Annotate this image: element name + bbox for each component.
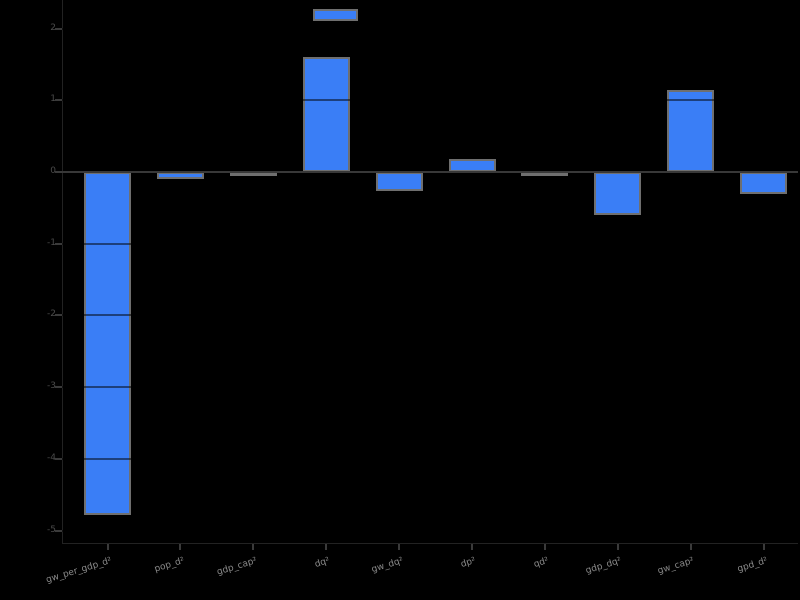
gridline [62, 529, 798, 532]
x-tick-label-anchor: dp² [459, 548, 477, 570]
gridline [62, 386, 798, 389]
y-tick-mark [55, 386, 62, 389]
gridline [62, 314, 798, 317]
x-tick-mark [543, 544, 546, 550]
gridline [62, 457, 798, 460]
x-tick-label: gdp_dq² [584, 556, 623, 577]
x-tick-label-anchor: gpd_d² [735, 548, 769, 575]
x-tick-label-anchor: dq² [313, 548, 332, 570]
y-tick-mark [55, 171, 62, 173]
x-axis-line [62, 543, 798, 544]
gridline [62, 99, 798, 102]
y-tick-mark [55, 457, 62, 460]
x-tick-mark [398, 544, 401, 550]
floating-bar-segment [313, 9, 359, 21]
x-tick-label-anchor: gw_per_gdp_d² [42, 548, 112, 585]
bar-qd² [521, 172, 569, 176]
x-tick-label-anchor: pop_d² [152, 548, 185, 575]
x-tick-mark [106, 544, 109, 550]
y-tick-label: 2 [50, 22, 56, 33]
x-tick-label: gw_cap² [656, 556, 696, 577]
y-tick-mark [55, 27, 62, 30]
x-tick-label-anchor: gdp_cap² [214, 548, 259, 578]
bar-dp² [448, 159, 496, 172]
y-tick-mark [55, 99, 62, 102]
x-tick-mark [325, 544, 328, 550]
x-tick-label-anchor: gw_dq² [369, 548, 404, 575]
x-tick-label: qd² [532, 556, 550, 570]
x-tick-label: gw_per_gdp_d² [44, 556, 113, 586]
y-tick-label: -4 [47, 452, 56, 463]
bar-dq² [302, 57, 350, 172]
x-tick-mark [471, 544, 473, 550]
y-tick-mark [55, 314, 62, 317]
bar-pop_d² [156, 172, 204, 180]
x-tick-mark [762, 544, 765, 550]
bar-gdp_dq² [594, 172, 642, 216]
y-tick-label: -2 [47, 309, 56, 320]
zero-line [62, 171, 798, 173]
gridline [62, 27, 798, 30]
bar-gdp_cap² [229, 172, 277, 176]
x-tick-mark [689, 544, 692, 550]
x-tick-label: dp² [459, 556, 477, 570]
y-tick-label: -5 [47, 524, 56, 535]
x-tick-label: gw_dq² [369, 556, 405, 576]
x-tick-mark [179, 544, 182, 550]
x-tick-label: gpd_d² [735, 556, 769, 575]
x-tick-label: dq² [313, 556, 332, 570]
x-tick-label-anchor: qd² [532, 548, 550, 570]
bar-gw_cap² [667, 90, 715, 172]
y-tick-label: -1 [47, 237, 56, 248]
bar-gw_dq² [375, 172, 423, 192]
y-tick-label: -3 [47, 381, 56, 392]
x-tick-label-anchor: gw_cap² [655, 548, 696, 576]
x-tick-mark [616, 544, 619, 550]
bar-gw_per_gdp_d² [84, 172, 131, 515]
x-tick-label-anchor: gdp_dq² [583, 548, 623, 576]
bar-gpd_d² [740, 172, 788, 195]
y-tick-mark [55, 242, 62, 245]
gridline [62, 242, 798, 245]
x-tick-label: gdp_cap² [215, 556, 259, 578]
x-tick-label: pop_d² [152, 556, 186, 575]
y-axis-line [62, 0, 63, 543]
x-tick-mark [252, 544, 255, 550]
y-tick-mark [55, 529, 62, 532]
y-tick-label: 0 [50, 166, 56, 176]
y-tick-label: 1 [50, 94, 56, 105]
